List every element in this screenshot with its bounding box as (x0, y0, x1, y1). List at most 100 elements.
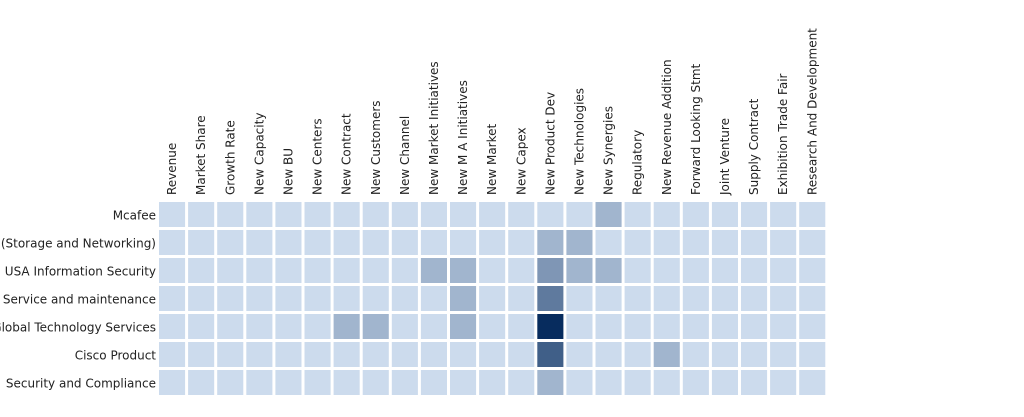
heatmap-cell (770, 370, 797, 395)
row-label: Global Technology Services (0, 321, 156, 335)
heatmap-cell (159, 342, 186, 367)
heatmap-cell (566, 342, 593, 367)
heatmap-cell (508, 342, 535, 367)
heatmap-cell (566, 314, 593, 339)
heatmap-cell (188, 286, 215, 311)
heatmap-cell (566, 370, 593, 395)
column-label: New Product Dev (543, 92, 557, 195)
heatmap-cell (770, 314, 797, 339)
column-label: New Market (485, 123, 499, 195)
column-label: Market Share (194, 115, 208, 195)
heatmap-cell (391, 230, 418, 255)
heatmap-cell (653, 342, 680, 367)
heatmap-cell (741, 286, 768, 311)
heatmap-cell (391, 314, 418, 339)
heatmap-cell (362, 258, 389, 283)
heatmap-cell (304, 258, 331, 283)
heatmap-cell (246, 286, 273, 311)
heatmap-cell (362, 342, 389, 367)
heatmap-cell (188, 202, 215, 227)
heatmap-cell (537, 314, 564, 339)
heatmap-cell (508, 286, 535, 311)
heatmap-cell (624, 342, 651, 367)
heatmap-cell (711, 314, 738, 339)
heatmap-cell (799, 342, 826, 367)
heatmap-cell (333, 258, 360, 283)
heatmap-cell (711, 370, 738, 395)
heatmap-cell (624, 230, 651, 255)
heatmap-cell (333, 314, 360, 339)
heatmap-cell (450, 314, 477, 339)
heatmap-cell (566, 202, 593, 227)
heatmap-cell (537, 230, 564, 255)
heatmap-cell (624, 286, 651, 311)
heatmap-cell (479, 202, 506, 227)
column-label: New BU (281, 148, 295, 195)
heatmap-cell (362, 202, 389, 227)
heatmap-cell (246, 258, 273, 283)
heatmap-cell (741, 370, 768, 395)
heatmap-cell (653, 258, 680, 283)
heatmap-cell (391, 286, 418, 311)
row-label: Service and maintenance (3, 293, 156, 307)
heatmap-cell (595, 286, 622, 311)
column-label: New Synergies (602, 106, 616, 195)
heatmap-cell (479, 314, 506, 339)
heatmap-cell (682, 286, 709, 311)
heatmap-cell (770, 202, 797, 227)
heatmap-cell (595, 258, 622, 283)
heatmap-cell (188, 342, 215, 367)
column-label: New Technologies (572, 88, 586, 195)
heatmap-cell (450, 202, 477, 227)
heatmap-cell (508, 258, 535, 283)
heatmap-cell (420, 342, 447, 367)
heatmap-cell (304, 286, 331, 311)
heatmap-cell (159, 202, 186, 227)
heatmap-cell (537, 370, 564, 395)
heatmap-cell (362, 286, 389, 311)
heatmap-cell (391, 258, 418, 283)
column-label: Joint Venture (718, 118, 732, 196)
heatmap-cell (217, 286, 244, 311)
heatmap-cell (188, 370, 215, 395)
heatmap-cell (624, 202, 651, 227)
heatmap-cell (741, 230, 768, 255)
heatmap-cell (275, 314, 302, 339)
heatmap-cell (537, 342, 564, 367)
heatmap-cell (450, 230, 477, 255)
column-label: New Centers (311, 118, 325, 195)
heatmap-cell (159, 314, 186, 339)
column-labels: Revenue Market Share Growth Rate New Capaci… (165, 28, 819, 196)
heatmap-cell (362, 370, 389, 395)
heatmap-cell (217, 370, 244, 395)
heatmap-cell (333, 202, 360, 227)
heatmap-cell (479, 370, 506, 395)
heatmap-cell (333, 286, 360, 311)
row-label: USA Information Security (5, 265, 156, 279)
heatmap-cell (159, 370, 186, 395)
heatmap-cell (450, 286, 477, 311)
heatmap-cell (799, 314, 826, 339)
heatmap-cell (159, 230, 186, 255)
heatmap-cell (711, 230, 738, 255)
column-label: Revenue (165, 143, 179, 195)
heatmap-cell (508, 202, 535, 227)
heatmap-cell (741, 202, 768, 227)
column-label: Forward Looking Stmt (689, 63, 703, 195)
heatmap-cell (420, 202, 447, 227)
heatmap-cell (362, 314, 389, 339)
heatmap-cell (799, 258, 826, 283)
heatmap-cell (770, 286, 797, 311)
heatmap-cell (566, 286, 593, 311)
heatmap-cell (159, 286, 186, 311)
heatmap-cell (275, 258, 302, 283)
heatmap-cell (682, 314, 709, 339)
heatmap-cell (391, 342, 418, 367)
heatmap-cell (246, 342, 273, 367)
heatmap-cell (741, 314, 768, 339)
heatmap-cell (624, 258, 651, 283)
heatmap-cell (711, 286, 738, 311)
heatmap-cell (711, 342, 738, 367)
row-label: (Storage and Networking) (1, 237, 156, 251)
